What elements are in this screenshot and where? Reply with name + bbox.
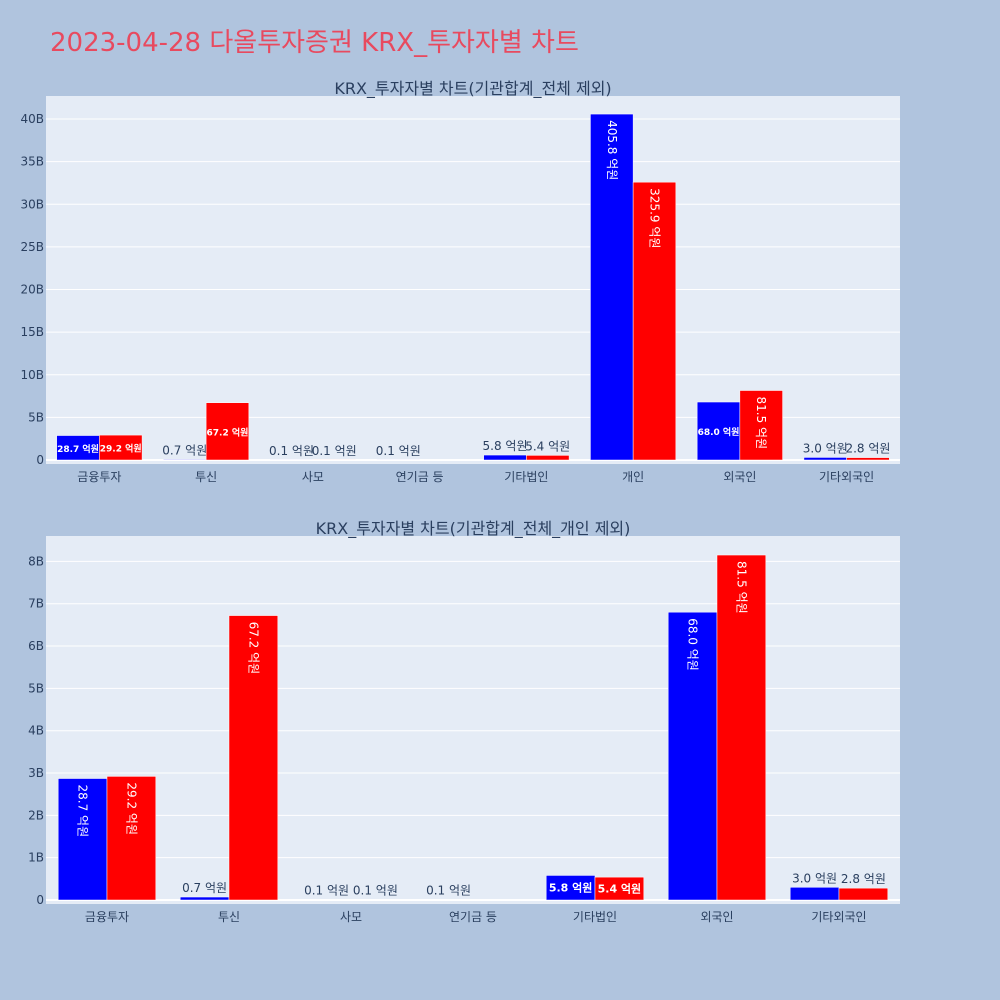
- y-tick-label: 40B: [20, 112, 44, 126]
- bar-value-label: 29.2 억원: [124, 782, 138, 835]
- bar-value-label: 5.4 억원: [525, 439, 570, 453]
- bar-value-label: 5.4 억원: [598, 882, 642, 896]
- bar-b: [739, 390, 783, 461]
- y-tick-label: 5B: [28, 681, 44, 695]
- bar-a: [590, 113, 634, 461]
- y-tick-label: 4B: [28, 724, 44, 738]
- bar-value-label: 28.7 억원: [57, 443, 99, 455]
- x-tick-label: 투신: [195, 470, 217, 484]
- y-tick-label: 8B: [28, 554, 44, 568]
- plot-area: [46, 536, 900, 904]
- bar-value-label: 405.8 억원: [605, 120, 619, 180]
- chart-title: KRX_투자자별 차트(기관합계_전체 제외): [334, 79, 611, 99]
- chart-institutional-excluded: KRX_투자자별 차트(기관합계_전체 제외) 0 5B 10B 15B 20B 25B 30…: [20, 79, 900, 484]
- y-tick-label: 1B: [28, 851, 44, 865]
- x-tick-label: 금융투자: [77, 470, 121, 484]
- bar-value-label: 5.8 억원: [549, 881, 593, 895]
- bar-value-label: 28.7 억원: [76, 785, 90, 838]
- bar-value-label: 67.2 억원: [207, 426, 249, 438]
- y-tick-label: 30B: [20, 197, 44, 211]
- y-tick-label: 20B: [20, 283, 44, 297]
- x-tick-label: 기타법인: [504, 470, 548, 484]
- bar-value-label: 0.1 억원: [353, 884, 398, 898]
- bar-value-label: 0.1 억원: [269, 444, 314, 458]
- chart-title: KRX_투자자별 차트(기관합계_전체_개인 제외): [316, 519, 631, 539]
- bar-value-label: 2.8 억원: [841, 872, 886, 886]
- chart-institutional-individual-excluded: KRX_투자자별 차트(기관합계_전체_개인 제외) 0 1B 2B 3B 4B 5B 6B 7…: [28, 519, 900, 924]
- y-tick-label: 10B: [20, 368, 44, 382]
- bar-value-label: 0.7 억원: [162, 443, 207, 457]
- bar-value-label: 2.8 억원: [845, 442, 890, 456]
- bar-b: [526, 455, 570, 461]
- x-tick-label: 기타법인: [573, 910, 617, 924]
- bar-value-label: 81.5 억원: [754, 397, 768, 450]
- bar-value-label: 5.8 억원: [483, 439, 528, 453]
- bar-b: [228, 615, 279, 901]
- bar-value-label: 0.1 억원: [426, 884, 471, 898]
- y-tick-label: 6B: [28, 639, 44, 653]
- x-tick-label: 투신: [218, 910, 240, 924]
- bar-b: [846, 457, 890, 461]
- bar-b: [594, 876, 645, 901]
- y-tick-label: 0: [36, 453, 44, 467]
- bar-value-label: 325.9 억원: [647, 188, 661, 248]
- bar-b: [716, 554, 767, 901]
- bar-a: [696, 401, 741, 461]
- bar-value-label: 68.0 억원: [686, 618, 700, 671]
- x-tick-label: 금융투자: [85, 910, 129, 924]
- y-tick-label: 5B: [28, 410, 44, 424]
- page-title: 2023-04-28 다올투자증권 KRX_투자자별 차트: [50, 28, 579, 58]
- y-tick-label: 3B: [28, 766, 44, 780]
- bar-b: [632, 181, 677, 461]
- bar-value-label: 0.1 억원: [312, 444, 357, 458]
- bar-value-label: 0.7 억원: [182, 881, 227, 895]
- x-tick-label: 사모: [302, 470, 324, 484]
- bar-value-label: 0.1 억원: [304, 884, 349, 898]
- y-tick-label: 7B: [28, 597, 44, 611]
- bar-b: [838, 887, 889, 901]
- x-tick-label: 외국인: [723, 470, 756, 484]
- bar-value-label: 68.0 억원: [698, 426, 740, 438]
- bar-value-label: 81.5 억원: [734, 561, 748, 614]
- x-tick-label: 연기금 등: [396, 470, 444, 484]
- x-tick-label: 연기금 등: [449, 910, 497, 924]
- x-tick-label: 기타외국인: [819, 470, 874, 484]
- y-tick-label: 15B: [20, 325, 44, 339]
- bar-value-label: 3.0 억원: [803, 441, 848, 455]
- x-tick-label: 외국인: [700, 910, 733, 924]
- bar-a: [789, 887, 840, 901]
- bar-value-label: 67.2 억원: [246, 622, 260, 675]
- y-tick-label: 0: [36, 893, 44, 907]
- bar-a: [56, 435, 100, 461]
- bar-a: [179, 896, 230, 901]
- bar-a: [57, 778, 108, 901]
- x-tick-label: 개인: [622, 470, 644, 484]
- bar-b: [205, 402, 250, 461]
- y-tick-label: 25B: [20, 240, 44, 254]
- y-tick-label: 35B: [20, 155, 44, 169]
- bar-value-label: 3.0 억원: [792, 871, 837, 885]
- bar-value-label: 29.2 억원: [100, 443, 142, 455]
- bar-a: [667, 611, 718, 901]
- bar-b: [106, 776, 157, 901]
- y-tick-label: 2B: [28, 808, 44, 822]
- x-tick-label: 사모: [340, 910, 362, 924]
- bar-b: [99, 434, 143, 461]
- x-tick-label: 기타외국인: [811, 910, 866, 924]
- bar-value-label: 0.1 억원: [376, 444, 421, 458]
